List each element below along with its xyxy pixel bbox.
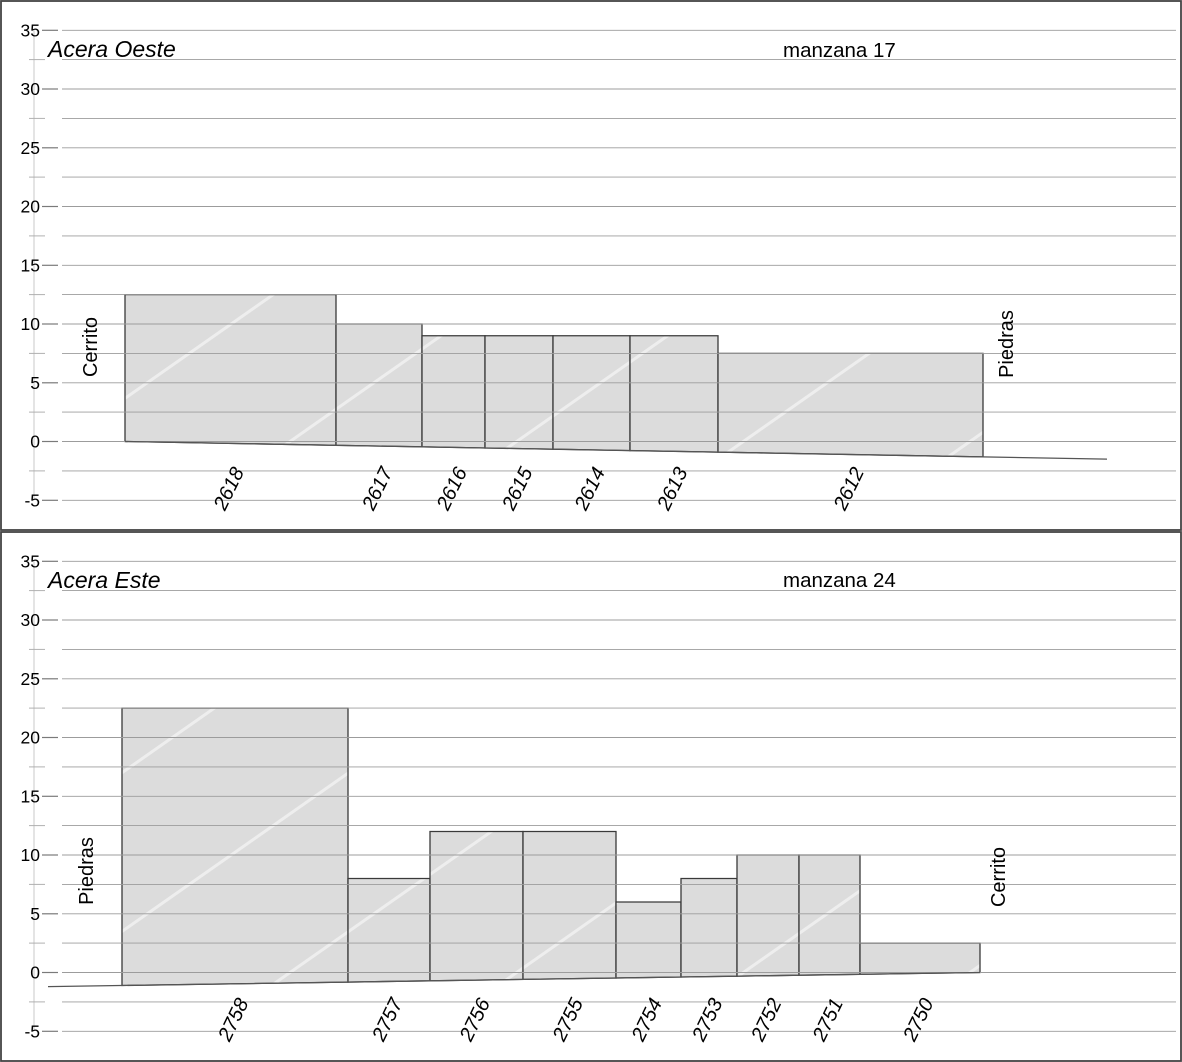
bar-2757 [347, 877, 431, 983]
block-label: manzana 24 [783, 569, 896, 592]
bar-2753 [680, 877, 738, 978]
y-tick-label: 0 [30, 963, 40, 983]
y-tick-label: 5 [30, 904, 40, 924]
panel-border [0, 0, 1182, 531]
y-tick-label: 35 [21, 551, 40, 571]
y-tick-label: 35 [21, 20, 40, 40]
ground-line [47, 971, 981, 988]
y-tick-label: 15 [21, 255, 40, 275]
panel-title: Acera Este [46, 567, 161, 593]
y-tick-label: 0 [30, 432, 40, 452]
y-tick-label: 30 [21, 610, 41, 630]
block-label: manzana 17 [783, 39, 896, 62]
bar-2617 [335, 323, 423, 448]
ground-line [124, 440, 1108, 460]
street-label-right: Cerrito [988, 847, 1010, 907]
y-tick-label: -5 [24, 490, 40, 510]
y-tick-label: 5 [30, 373, 40, 393]
bar-2616 [421, 335, 486, 449]
bar-2756 [429, 830, 524, 982]
y-tick-label: 25 [21, 138, 40, 158]
y-tick-label: 20 [21, 728, 41, 748]
bar-2618 [124, 293, 337, 446]
y-tick-label: 10 [21, 314, 41, 334]
y-tick-label: 25 [21, 669, 40, 689]
y-tick-label: 20 [21, 197, 41, 217]
street-label-left: Cerrito [80, 317, 102, 377]
y-tick-label: 10 [21, 845, 41, 865]
y-tick-label: -5 [24, 1021, 40, 1041]
panel-title: Acera Oeste [46, 36, 176, 62]
street-label-left: Piedras [76, 837, 98, 905]
panel-border [0, 531, 1182, 1062]
bar-2751 [798, 854, 861, 976]
y-tick-label: 15 [21, 786, 40, 806]
street-label-right: Piedras [996, 310, 1018, 378]
bar-2755 [522, 830, 617, 981]
bar-2758 [121, 707, 349, 987]
bar-2750 [859, 942, 981, 975]
bar-2752 [736, 854, 800, 977]
y-tick-label: 30 [21, 79, 41, 99]
bar-2615 [484, 335, 554, 450]
